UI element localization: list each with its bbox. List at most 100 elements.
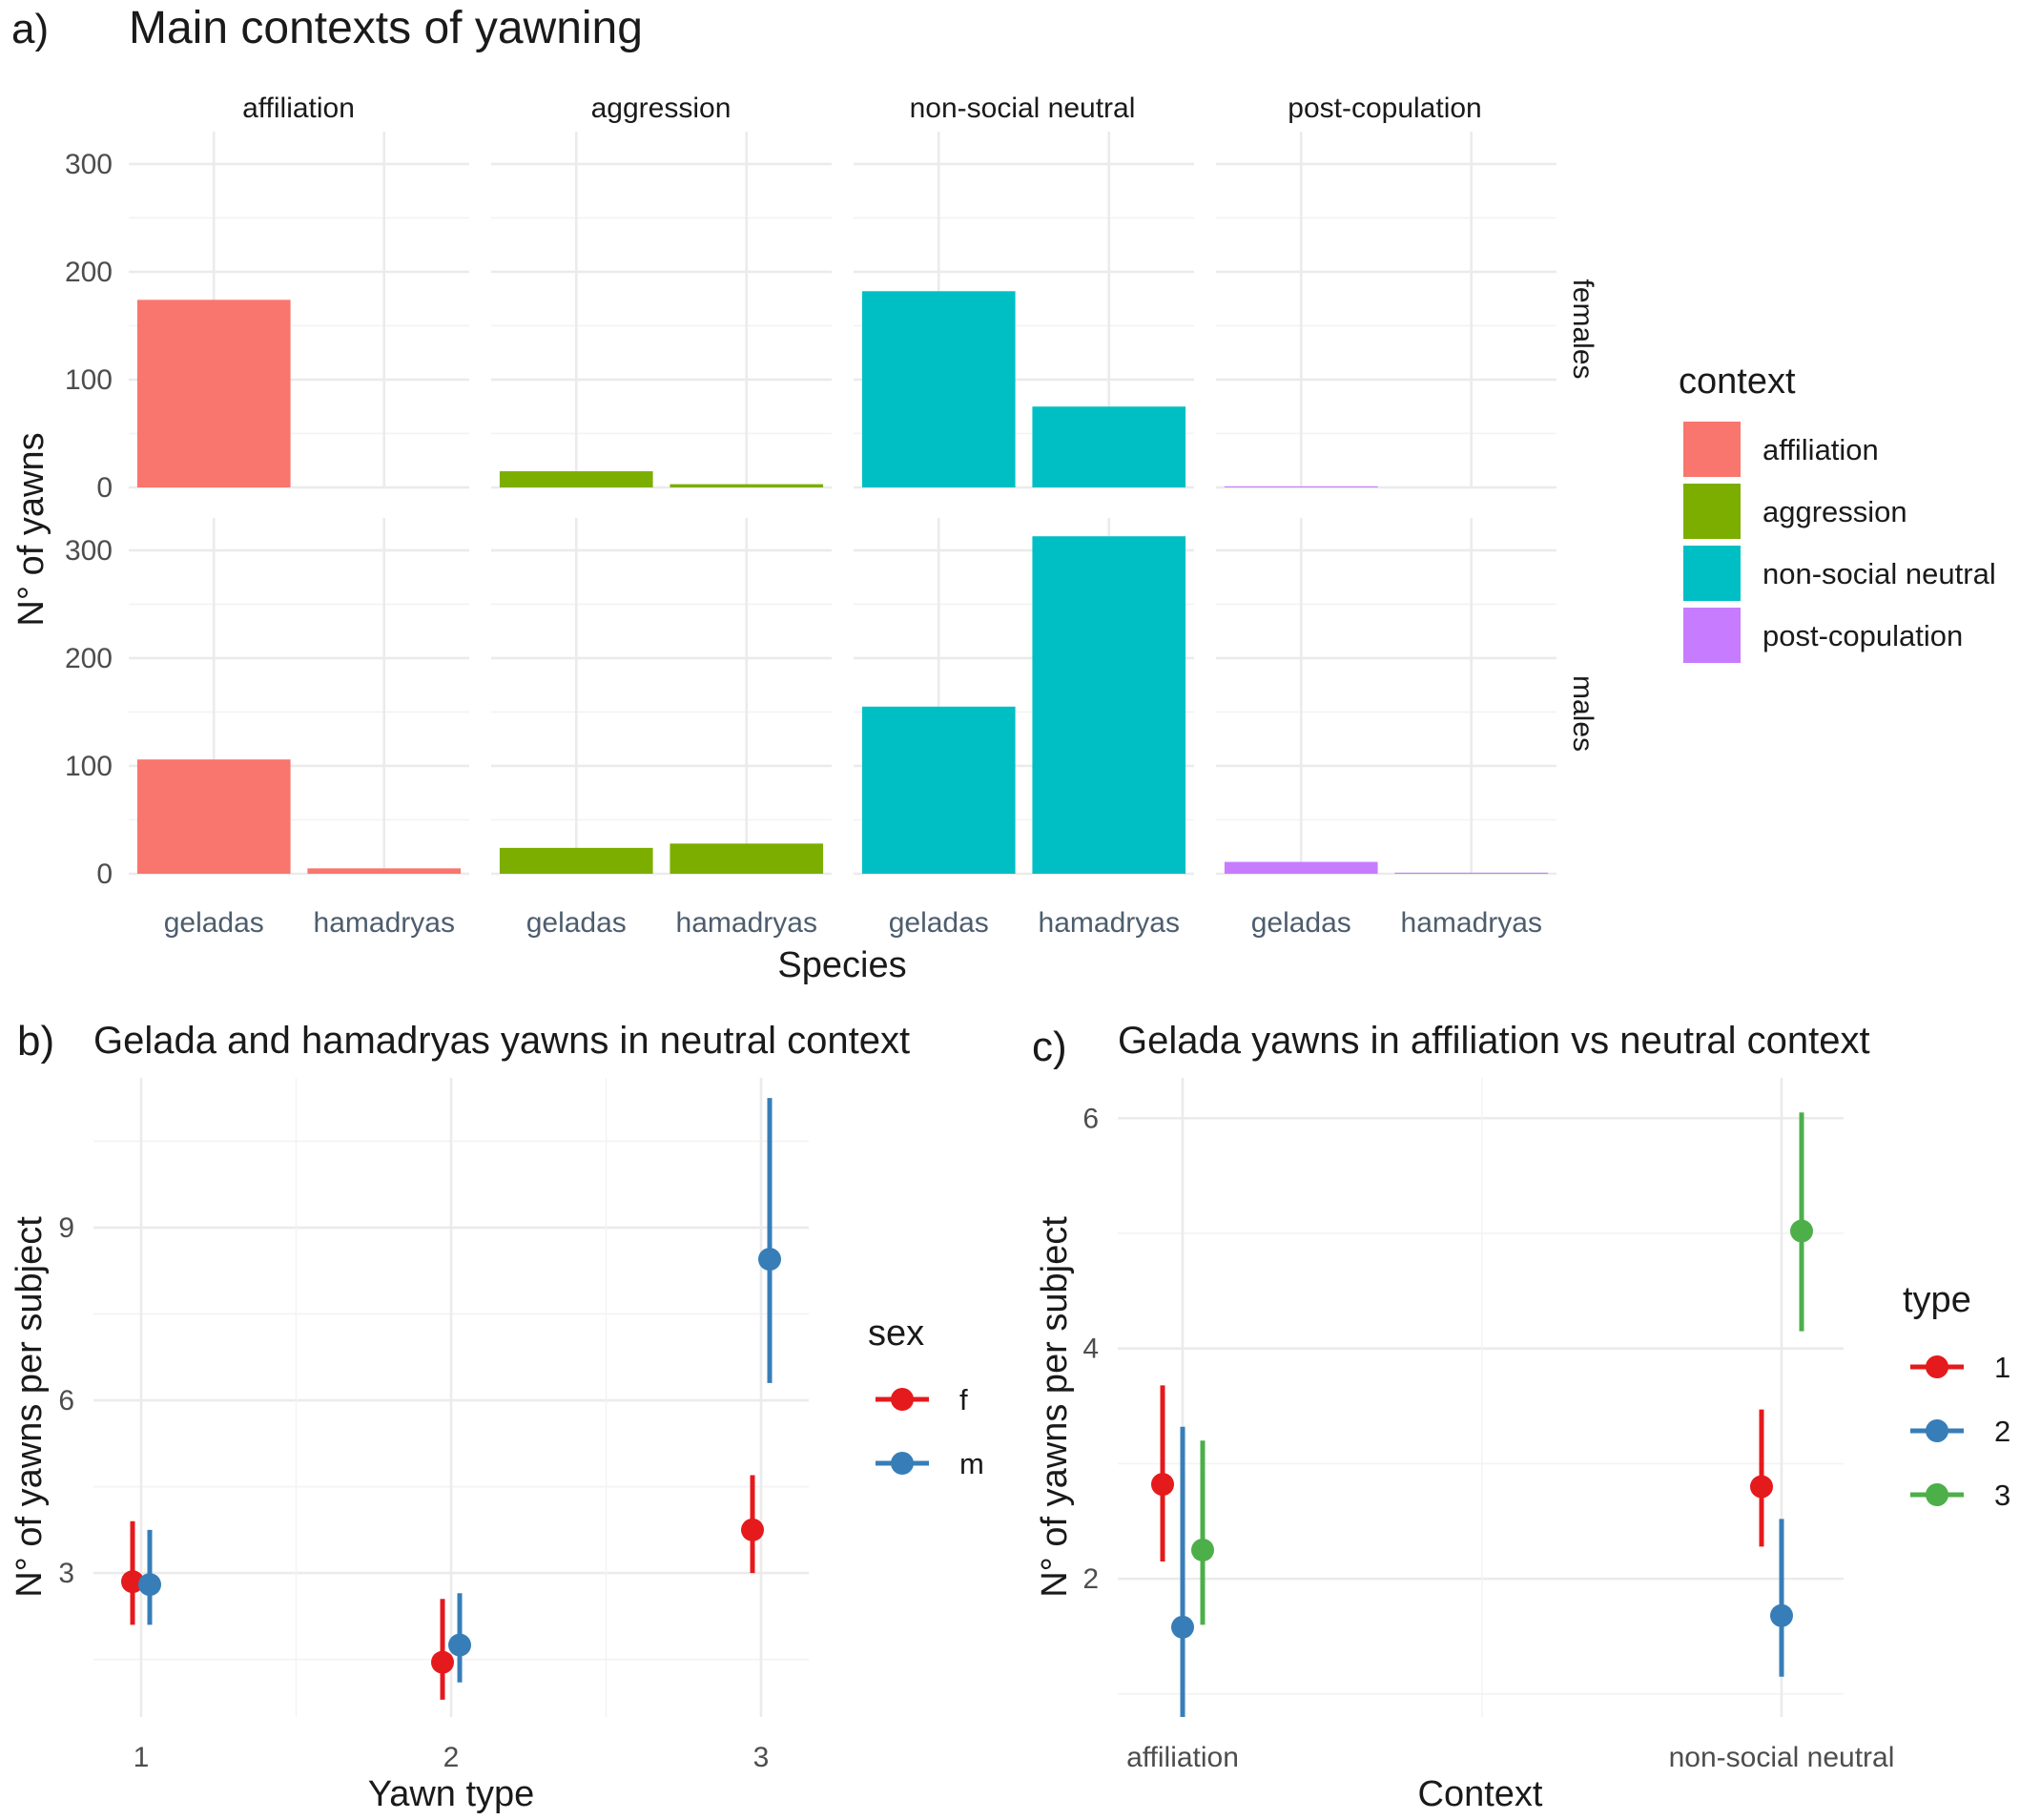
legend-title-sex: sex xyxy=(868,1313,924,1354)
panel-c-x-ticks: affiliation non-social neutral xyxy=(1126,1742,1894,1773)
panel-c-legend: type 1 2 3 xyxy=(1903,1280,2010,1512)
y-tick-label: 6 xyxy=(58,1385,74,1417)
panel-a-y-ticks: 0 100 200 300 0 100 200 300 xyxy=(65,149,113,890)
x-tick-label: geladas xyxy=(526,907,627,939)
panel-b-x-ticks: 1 2 3 xyxy=(134,1742,770,1773)
y-tick-label: 0 xyxy=(96,472,113,504)
point-3-non-social-neutral xyxy=(1790,1219,1813,1243)
point-f-3 xyxy=(741,1518,764,1541)
bar-males-affiliation-geladas xyxy=(136,759,291,874)
y-tick-label: 200 xyxy=(65,257,113,288)
legend-label-aggression: aggression xyxy=(1762,495,1907,528)
panel-c-title: Gelada yawns in affiliation vs neutral c… xyxy=(1118,1020,1870,1062)
panel-c-y-ticks: 2 4 6 xyxy=(1082,1103,1099,1595)
x-tick-label: 3 xyxy=(753,1742,770,1773)
point-3-affiliation xyxy=(1191,1538,1214,1561)
legend-label-2: 2 xyxy=(1994,1415,2010,1448)
panel-a-tag: a) xyxy=(11,6,49,52)
bar-females-affiliation-geladas xyxy=(136,300,291,487)
panel-c-points xyxy=(1151,1112,1813,1717)
legend-title-context: context xyxy=(1679,362,1796,402)
legend-key-point-3 xyxy=(1926,1483,1948,1506)
panel-a-y-axis-title: N° of yawns xyxy=(11,432,52,626)
x-tick-label: affiliation xyxy=(1126,1742,1239,1773)
bar-males-aggression-geladas xyxy=(499,847,653,874)
bar-females-aggression-hamadryas xyxy=(670,484,824,487)
point-m-3 xyxy=(758,1248,781,1272)
panel-a-title: Main contexts of yawning xyxy=(129,3,643,53)
panel-b-points xyxy=(121,1098,781,1700)
bar-females-non-social-neutral-hamadryas xyxy=(1032,406,1186,487)
y-tick-label: 2 xyxy=(1082,1563,1099,1595)
legend-key-point-m xyxy=(891,1452,914,1475)
panel-c: c) Gelada yawns in affiliation vs neutra… xyxy=(1032,1020,2010,1814)
bar-females-non-social-neutral-geladas xyxy=(861,291,1016,487)
panel-c-gridlines xyxy=(1118,1078,1844,1717)
point-f-2 xyxy=(431,1650,454,1674)
panel-b-legend: sex fm xyxy=(868,1313,984,1480)
legend-key-affiliation xyxy=(1683,422,1741,477)
legend-key-point-f xyxy=(891,1388,914,1411)
legend-label-3: 3 xyxy=(1994,1479,2010,1512)
bar-males-aggression-hamadryas xyxy=(670,843,824,874)
panel-a-x-axis-title: Species xyxy=(777,945,906,985)
panel-b-x-axis-title: Yawn type xyxy=(368,1774,535,1814)
panel-a: a) Main contexts of yawning affiliation … xyxy=(11,3,1996,985)
x-tick-label: geladas xyxy=(164,907,264,939)
panel-c-x-axis-title: Context xyxy=(1418,1774,1543,1814)
panel-b-y-axis-title: N° of yawns per subject xyxy=(10,1216,50,1598)
legend-key-point-1 xyxy=(1926,1355,1948,1378)
point-m-1 xyxy=(138,1573,161,1597)
bar-males-affiliation-hamadryas xyxy=(307,868,462,874)
legend-key-non-social-neutral xyxy=(1683,546,1741,601)
x-tick-label: non-social neutral xyxy=(1669,1742,1895,1773)
x-tick-label: 1 xyxy=(134,1742,150,1773)
facet-strip-post-copulation: post-copulation xyxy=(1288,93,1481,124)
panel-c-y-axis-title: N° of yawns per subject xyxy=(1035,1216,1075,1598)
legend-label-affiliation: affiliation xyxy=(1762,433,1879,466)
y-tick-label: 100 xyxy=(65,364,113,396)
y-tick-label: 6 xyxy=(1082,1103,1099,1134)
panel-a-gridlines xyxy=(129,132,1556,876)
panel-b-tag: b) xyxy=(17,1018,54,1065)
legend-label-non-social-neutral: non-social neutral xyxy=(1762,557,1996,590)
facet-strip-non-social-neutral: non-social neutral xyxy=(910,93,1136,124)
panel-b-y-ticks: 3 6 9 xyxy=(58,1212,74,1589)
y-tick-label: 200 xyxy=(65,643,113,674)
x-tick-label: hamadryas xyxy=(676,907,817,939)
x-tick-label: hamadryas xyxy=(1039,907,1180,939)
facet-strip-affiliation: affiliation xyxy=(242,93,355,124)
y-tick-label: 0 xyxy=(96,858,113,890)
bar-females-post-copulation-geladas xyxy=(1224,486,1378,487)
point-f-1 xyxy=(121,1570,144,1594)
y-tick-label: 300 xyxy=(65,149,113,180)
bar-females-aggression-geladas xyxy=(499,471,653,487)
facet-strip-aggression: aggression xyxy=(591,93,732,124)
panel-a-x-ticks: geladas hamadryas geladas hamadryas geladas h… xyxy=(164,907,1542,939)
panel-a-legend: context affiliation aggression non-social … xyxy=(1679,362,1996,663)
bar-males-post-copulation-geladas xyxy=(1224,861,1378,874)
y-tick-label: 4 xyxy=(1082,1334,1099,1365)
y-tick-label: 9 xyxy=(58,1212,74,1244)
legend-label-1: 1 xyxy=(1994,1351,2010,1384)
panel-b-gridlines xyxy=(93,1078,809,1717)
facet-strip-males: males xyxy=(1567,675,1598,752)
legend-title-type: type xyxy=(1903,1280,1971,1320)
bar-males-post-copulation-hamadryas xyxy=(1394,872,1549,874)
y-tick-label: 100 xyxy=(65,751,113,782)
y-tick-label: 3 xyxy=(58,1558,74,1589)
panel-a-bars xyxy=(136,291,1549,874)
legend-key-point-2 xyxy=(1926,1419,1948,1442)
point-m-2 xyxy=(448,1633,471,1657)
legend-label-f: f xyxy=(959,1383,968,1417)
legend-key-aggression xyxy=(1683,484,1741,539)
y-tick-label: 300 xyxy=(65,535,113,567)
legend-label-m: m xyxy=(959,1447,984,1480)
panel-c-tag: c) xyxy=(1032,1024,1067,1070)
facet-strip-females: females xyxy=(1567,279,1598,379)
legend-key-post-copulation xyxy=(1683,608,1741,663)
point-2-non-social-neutral xyxy=(1770,1603,1793,1627)
point-1-affiliation xyxy=(1151,1473,1174,1497)
x-tick-label: 2 xyxy=(443,1742,460,1773)
